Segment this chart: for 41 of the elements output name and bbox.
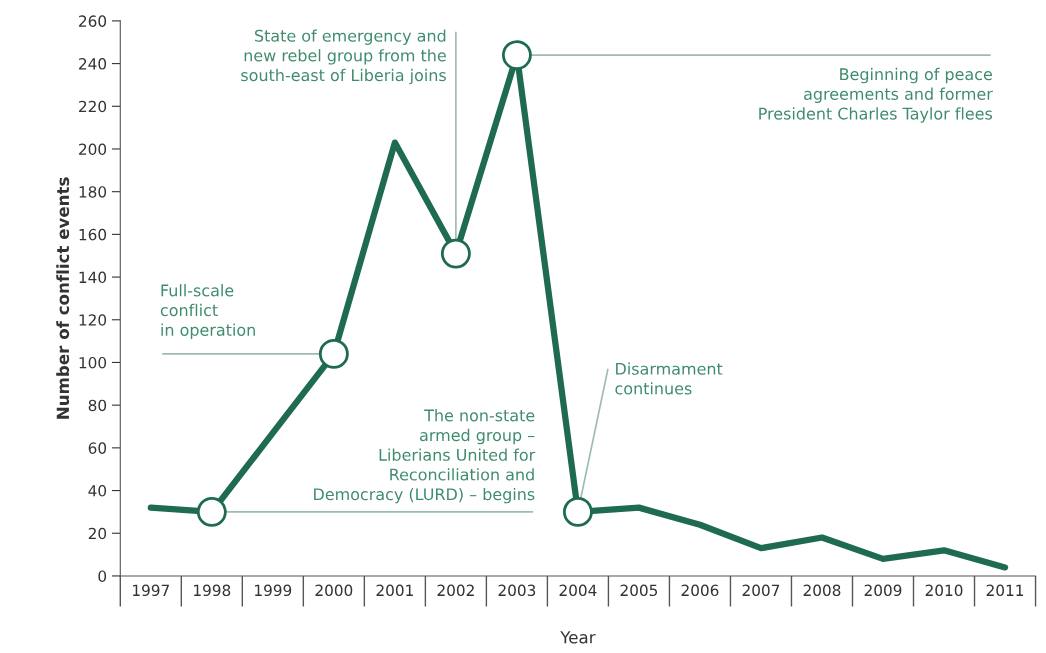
x-tick-label: 2010 [925,584,963,597]
point [440,238,471,269]
annotation: State of emergency and new rebel group from the south-east of Liberia joins [241,29,446,85]
point [196,496,227,527]
y-tick-label: 60 [88,442,107,454]
y-tick-label: 200 [79,143,107,156]
x-tick-label: 1998 [194,584,231,597]
y-tick-label: 220 [79,100,107,113]
y-tick-label: 240 [79,58,107,70]
annotation: Full-scale conflict in operation [160,284,255,339]
y-tick-label: 0 [98,570,107,582]
x-tick-label: 2011 [986,584,1024,597]
y-tick-label: 120 [79,314,107,326]
annotation: Beginning of peace agreements and former President Charles Taylor flees [759,67,993,123]
x-tick-label: 2000 [315,584,353,597]
y-tick-label: 100 [79,356,107,369]
point [318,339,349,369]
y-tick-label: 40 [88,485,107,497]
x-tick-label: 2001 [376,584,413,597]
y-tick-label: 80 [88,399,107,412]
x-tick-label: 2008 [803,584,841,597]
x-tick-label: 2005 [620,584,658,597]
y-tick-label: 160 [79,228,107,241]
x-axis-title: Year [560,631,596,644]
x-tick-label: 2007 [742,584,780,597]
point [562,496,593,527]
point [501,40,532,70]
x-tick-label: 2009 [864,584,902,597]
x-tick-label: 1997 [133,584,169,597]
y-axis-title: Number of conflict events [56,177,70,419]
y-tick-label: 180 [79,186,107,198]
annotation: Disarmament continues [615,362,723,395]
y-tick-label: 140 [79,271,107,284]
x-tick-label: 2006 [681,584,719,597]
x-tick-label: 2004 [559,584,597,597]
annotation: The non-state armed group – Liberians United for Reconciliation and Democracy (LURD) – begins [314,409,536,504]
y-tick-label: 20 [88,527,107,540]
x-tick-label: 2003 [498,584,536,597]
x-tick-label: 1999 [255,584,292,597]
x-tick-label: 2002 [437,584,474,597]
y-tick-label: 260 [79,15,107,27]
